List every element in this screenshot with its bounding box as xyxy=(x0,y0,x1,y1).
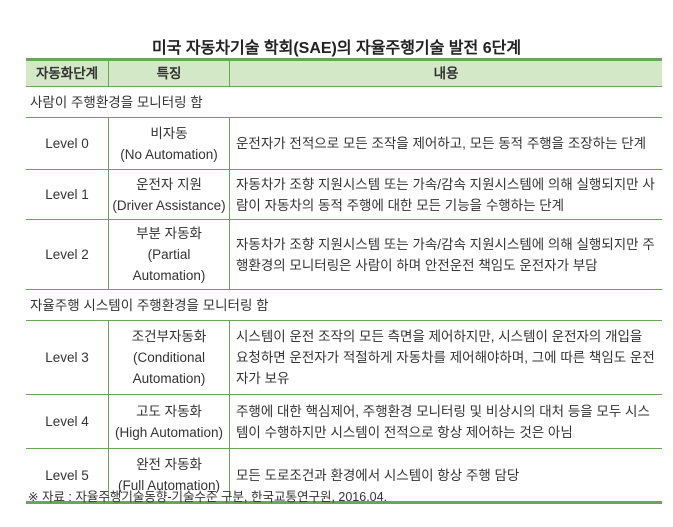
table-row: Level 0 비자동 (No Automation) 운전자가 전적으로 모든 … xyxy=(26,117,662,170)
feature-en: (Full Automation) xyxy=(117,478,221,493)
source-note: ※ 자료 : 자율주행기술동향-기술수준 구분, 한국교통연구원, 2016.0… xyxy=(28,490,388,504)
feature-ko: 운전자 지원 xyxy=(136,176,202,192)
content-cell: 주행에 대한 핵심제어, 주행환경 모니터링 및 비상시의 대처 등을 모두 시… xyxy=(229,394,662,449)
group-row: 자율주행 시스템이 주행환경을 모니터링 함 xyxy=(26,289,662,321)
feature-en: (No Automation) xyxy=(120,146,218,162)
feature-cell: 운전자 지원 (Driver Assistance) xyxy=(108,169,230,220)
header-feature: 특징 xyxy=(108,58,230,87)
feature-ko: 고도 자동화 xyxy=(136,403,202,419)
feature-ko: 비자동 xyxy=(150,125,188,141)
content-cell: 운전자가 전적으로 모든 조작을 제어하고, 모든 동적 주행을 조장하는 단계 xyxy=(229,117,662,170)
table-row: Level 5 완전 자동화 (Full Automation) 모든 도로조건과… xyxy=(26,448,662,504)
content-cell: 시스템이 운전 조작의 모든 측면을 제어하지만, 시스템이 운전자의 개입을 … xyxy=(229,320,662,395)
sae-levels-table: 자동화단계 특징 내용 사람이 주행환경을 모니터링 함 Level 0 비자동… xyxy=(26,58,662,504)
table-row: Level 2 부분 자동화 (Partial Automation) 자동차가 … xyxy=(26,219,662,290)
group-label: 자율주행 시스템이 주행환경을 모니터링 함 xyxy=(26,289,662,321)
table-row: Level 3 조건부자동화 (Conditional Automation) 시… xyxy=(26,320,662,395)
table-header-row: 자동화단계 특징 내용 xyxy=(26,58,662,87)
table-row: Level 1 운전자 지원 (Driver Assistance) 자동차가 조… xyxy=(26,169,662,220)
feature-cell: 비자동 (No Automation) xyxy=(108,117,230,170)
level-cell: Level 2 xyxy=(26,219,109,290)
level-cell: Level 1 xyxy=(26,169,109,220)
table-row: Level 4 고도 자동화 (High Automation) 주행에 대한 핵… xyxy=(26,394,662,449)
feature-ko: 조건부자동화 xyxy=(131,329,207,344)
group-label: 사람이 주행환경을 모니터링 함 xyxy=(26,86,662,118)
feature-cell: 고도 자동화 (High Automation) xyxy=(108,394,230,449)
feature-cell: 완전 자동화 (Full Automation) xyxy=(108,448,230,504)
content-cell: 자동차가 조향 지원시스템 또는 가속/감속 지원시스템에 의해 실행되지만 주… xyxy=(229,219,662,290)
feature-en: (High Automation) xyxy=(114,424,224,440)
level-cell: Level 4 xyxy=(26,394,109,449)
feature-en: (Partial Automation) xyxy=(132,247,206,283)
content-cell: 자동차가 조향 지원시스템 또는 가속/감속 지원시스템에 의해 실행되지만 사… xyxy=(229,169,662,220)
level-cell: Level 0 xyxy=(26,117,109,170)
level-cell: Level 3 xyxy=(26,320,109,395)
level-cell: Level 5 xyxy=(26,448,109,504)
feature-cell: 조건부자동화 (Conditional Automation) xyxy=(108,320,230,395)
header-content: 내용 xyxy=(229,58,662,87)
group-row: 사람이 주행환경을 모니터링 함 xyxy=(26,86,662,118)
feature-ko: 완전 자동화 xyxy=(136,457,202,472)
content-cell: 모든 도로조건과 환경에서 시스템이 항상 주행 담당 xyxy=(229,448,662,504)
table-title: 미국 자동차기술 학회(SAE)의 자율주행기술 발전 6단계 xyxy=(151,40,522,57)
feature-en: (Conditional Automation) xyxy=(132,350,206,386)
header-level: 자동화단계 xyxy=(26,58,109,87)
feature-en: (Driver Assistance) xyxy=(112,197,226,213)
feature-cell: 부분 자동화 (Partial Automation) xyxy=(108,219,230,290)
feature-ko: 부분 자동화 xyxy=(136,226,202,241)
